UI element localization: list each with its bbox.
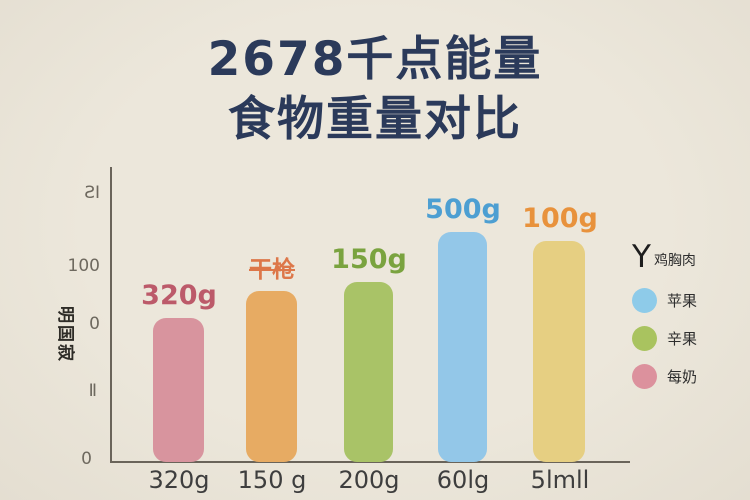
bar-value-label-1: 干枪 bbox=[249, 257, 295, 283]
x-label-4: 5lmll bbox=[530, 466, 590, 494]
x-axis-line bbox=[110, 461, 630, 463]
legend: Y 鸡胸肉 苹果 辛果 每奶 bbox=[632, 242, 697, 402]
legend-swatch-1 bbox=[632, 288, 657, 313]
bar-2 bbox=[344, 282, 393, 462]
legend-item-milk: 每奶 bbox=[632, 364, 697, 389]
bar-value-label-3: 500g bbox=[425, 194, 501, 225]
bar-4 bbox=[533, 241, 585, 462]
legend-label-fruit: 辛果 bbox=[667, 330, 698, 348]
x-label-0: 320g bbox=[148, 466, 210, 494]
chart-title-line2: 食物重量对比 bbox=[228, 92, 522, 147]
y-axis-line bbox=[110, 167, 112, 463]
legend-swatch-2 bbox=[632, 326, 657, 351]
legend-label-chicken: 鸡胸肉 bbox=[653, 253, 696, 269]
x-label-1: 150 g bbox=[237, 466, 307, 494]
legend-item-fruit: 辛果 bbox=[632, 326, 697, 351]
bar-3 bbox=[438, 232, 487, 462]
y-tick-2: 0 bbox=[89, 314, 100, 334]
y-tick-3: Ⅱ bbox=[88, 381, 97, 401]
chart-title: 2678千点能量 食物重量对比 bbox=[0, 30, 750, 150]
bar-1 bbox=[246, 291, 297, 462]
y-tick-4: 0 bbox=[81, 449, 92, 469]
bar-0 bbox=[153, 318, 204, 462]
legend-label-milk: 每奶 bbox=[667, 368, 698, 386]
bar-value-label-4: 100g bbox=[522, 203, 598, 234]
chicken-y-icon: Y bbox=[632, 239, 651, 275]
y-axis-title: 明国寂 bbox=[55, 306, 75, 363]
x-label-2: 200g bbox=[338, 466, 400, 494]
x-label-3: 60lg bbox=[436, 466, 490, 494]
chart-title-line1: 2678千点能量 bbox=[207, 32, 543, 87]
y-tick-1: 100 bbox=[67, 256, 100, 276]
legend-label-apple: 苹果 bbox=[667, 292, 698, 310]
bar-value-label-2: 150g bbox=[331, 244, 407, 275]
legend-swatch-3 bbox=[632, 364, 657, 389]
y-tick-0: ƧI bbox=[84, 183, 100, 203]
legend-item-apple: 苹果 bbox=[632, 288, 697, 313]
legend-item-chicken: Y 鸡胸肉 bbox=[632, 239, 697, 275]
bar-value-label-0: 320g bbox=[141, 280, 217, 311]
